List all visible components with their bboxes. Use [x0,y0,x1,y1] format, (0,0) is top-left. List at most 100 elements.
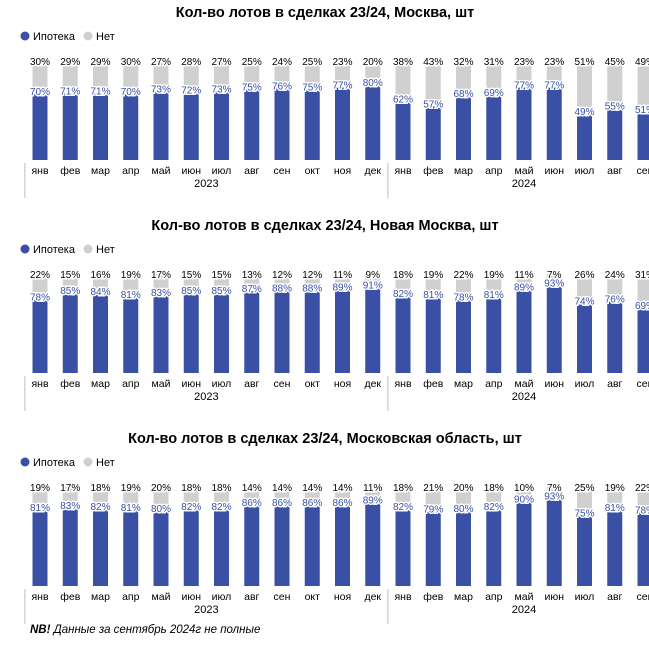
chart1-bar-mortgage-21 [637,112,649,160]
chart2-legend-none-marker [83,244,93,254]
chart2-label-none-21: 31% [635,270,649,281]
chart3-bar-mortgage-13 [395,508,411,586]
chart3-bar-mortgage-12 [365,502,381,586]
chart3-bar-mortgage-5 [153,510,169,586]
chart2-label-none-20: 24% [605,270,625,281]
chart2-label-mortgage-21: 69% [635,301,649,312]
chart2-label-none-17: 11% [514,270,533,281]
chart1-bar-mortgage-20 [607,108,623,160]
chart2-bar-none-12 [365,274,381,283]
chart1-label-mortgage-1: 70% [30,87,50,98]
chart1-bar-mortgage-2 [62,93,78,160]
chart1-category-14: фев [423,165,443,177]
chart1-category-21: сен [637,165,649,177]
chart3-category-4: апр [122,591,140,603]
chart3-label-mortgage-13: 82% [393,502,413,513]
chart2-label-none-10: 12% [302,270,322,281]
chart3-label-none-12: 11% [363,483,382,494]
chart2-category-10: окт [305,378,321,390]
chart3-label-none-10: 14% [302,483,322,494]
chart2-bar-mortgage-16 [486,296,502,373]
chart2-category-1: янв [31,378,48,390]
chart3-bar-mortgage-11 [335,505,350,586]
chart2-label-mortgage-4: 81% [121,290,141,301]
chart1-bar-mortgage-17 [516,87,532,160]
chart1-bar-mortgage-12 [365,84,381,160]
chart2-bar-mortgage-20 [607,301,623,373]
chart1-bar-mortgage-14 [425,106,441,160]
chart1-label-none-14: 43% [423,57,443,68]
chart3-bar-mortgage-18 [546,498,562,586]
chart1-label-mortgage-9: 76% [272,82,292,93]
chart2-label-mortgage-9: 88% [272,283,292,294]
chart2-label-none-2: 15% [60,270,80,281]
chart1-label-mortgage-14: 57% [423,99,443,110]
chart2-label-mortgage-5: 83% [151,288,171,299]
chart3-label-mortgage-15: 80% [453,504,473,515]
chart2-bar-mortgage-14 [425,296,441,373]
chart2-label-none-5: 17% [151,270,171,281]
chart1-category-3: мар [91,165,110,177]
chart1-label-none-3: 29% [90,57,110,68]
chart3-category-1: янв [31,591,48,603]
chart1-label-none-6: 28% [181,57,201,68]
chart3-label-none-13: 18% [393,483,413,494]
chart1-label-none-10: 25% [302,57,322,68]
chart3-bar-none-12 [365,487,381,498]
chart2-bar-none-20 [607,274,623,297]
chart1-bar-none-12 [365,61,381,80]
chart3-bar-none-19 [577,487,592,511]
chart1-label-mortgage-20: 55% [605,101,625,112]
chart3-label-none-18: 7% [547,483,562,494]
chart1-label-mortgage-3: 71% [90,86,110,97]
chart1-label-none-20: 45% [605,57,625,68]
chart3-label-none-8: 14% [242,483,262,494]
chart2-bar-mortgage-15 [456,299,471,373]
footnote-bold: NB! [30,624,51,636]
chart3-label-mortgage-7: 82% [211,502,231,513]
chart3-label-none-3: 18% [90,483,110,494]
chart1-label-mortgage-21: 51% [635,105,649,116]
chart1-bar-none-11 [335,61,350,83]
chart1-category-12: дек [364,165,381,177]
chart3-bar-mortgage-9 [274,505,290,586]
chart2-category-7: июл [212,378,232,390]
chart1-label-none-15: 32% [453,57,473,68]
chart3-bar-mortgage-16 [486,508,502,586]
chart2-label-mortgage-19: 74% [574,296,594,307]
chart3-label-mortgage-20: 81% [605,503,625,514]
chart2-label-mortgage-2: 85% [60,286,80,297]
footnote-text: Данные за сентябрь 2024г не полные [50,624,261,636]
chart1-bar-mortgage-8 [244,89,260,160]
chart3-label-none-16: 18% [484,483,504,494]
chart3-bar-none-16 [486,487,502,504]
chart1-bar-none-16 [486,61,502,91]
chart1-bar-none-13 [395,61,411,97]
chart1-label-none-19: 51% [574,57,594,68]
chart1-bar-mortgage-6 [183,92,199,160]
chart2-bar-mortgage-8 [244,291,260,373]
chart3-category-6: июн [181,591,201,603]
chart1-bar-mortgage-7 [214,91,229,160]
chart2-label-none-4: 19% [121,270,141,281]
chart3-bar-mortgage-14 [425,511,441,586]
chart2-category-5: май [152,378,171,390]
chart2-label-none-14: 19% [423,270,443,281]
chart3-category-16: апр [485,591,503,603]
chart2-bar-none-9 [274,274,290,286]
chart3-bar-mortgage-6 [183,508,199,586]
chart3-label-none-14: 21% [423,483,443,494]
chart2-label-none-1: 22% [30,270,50,281]
chart1-label-mortgage-5: 73% [151,84,171,95]
chart1-label-none-16: 31% [484,57,504,68]
chart1-legend-none-marker [83,31,93,41]
chart2-category-8: авг [244,378,259,390]
chart1-label-none-5: 27% [151,57,171,68]
chart3-category-15: мар [454,591,473,603]
chart1-bar-none-10 [304,61,320,85]
chart2-bar-mortgage-13 [395,295,411,373]
chart3-bar-none-20 [607,487,623,505]
chart3-category-9: сен [274,591,291,603]
chart2-bar-mortgage-9 [274,290,290,373]
chart2-label-none-11: 11% [333,270,352,281]
